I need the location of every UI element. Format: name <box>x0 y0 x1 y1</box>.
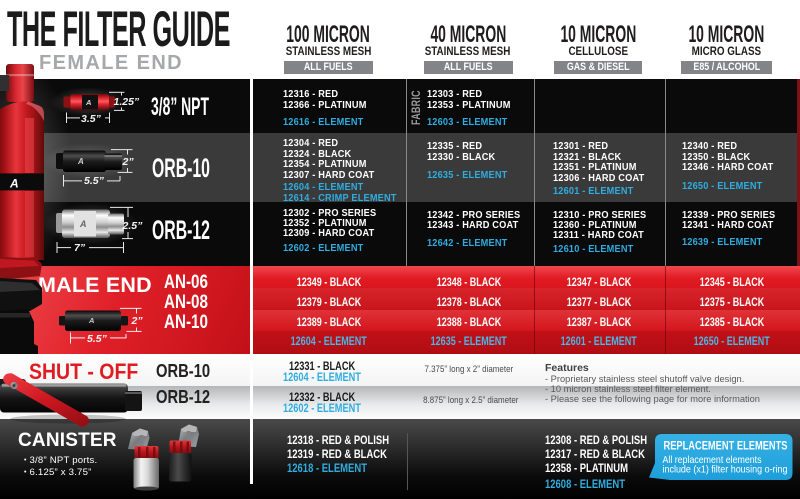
svg-text:include (x1) filter housing o-: include (x1) filter housing o-ring <box>663 465 788 476</box>
svg-text:A: A <box>77 157 84 166</box>
svg-text:A: A <box>88 316 94 325</box>
svg-text:A: A <box>9 177 19 191</box>
svg-text:REPLACEMENT ELEMENTS: REPLACEMENT ELEMENTS <box>664 441 788 453</box>
svg-text:A: A <box>79 219 87 229</box>
svg-text:All replacement elements: All replacement elements <box>663 455 762 466</box>
svg-text:A: A <box>85 98 91 107</box>
